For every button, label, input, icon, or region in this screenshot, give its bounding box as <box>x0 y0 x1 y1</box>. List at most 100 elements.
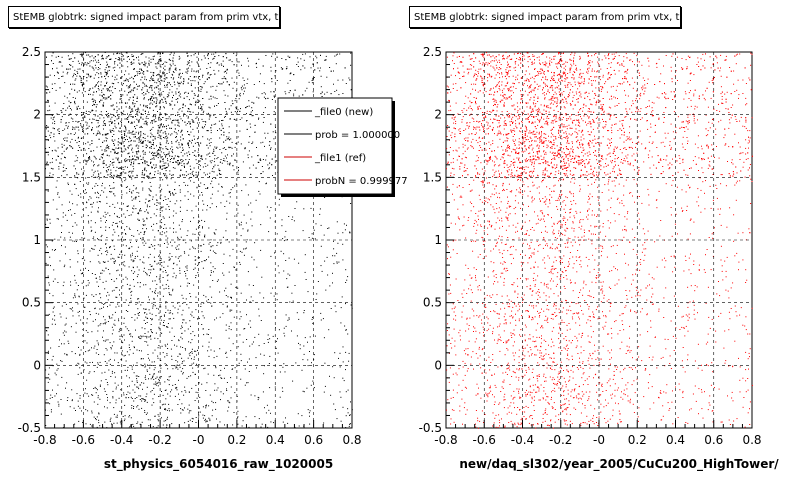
data-point <box>311 362 312 364</box>
data-point <box>119 329 121 331</box>
data-point <box>102 182 103 184</box>
data-point <box>124 137 125 139</box>
data-point <box>71 214 73 216</box>
data-point <box>171 423 173 425</box>
data-point <box>131 407 133 409</box>
data-point <box>250 394 252 396</box>
data-point <box>199 245 201 247</box>
data-point <box>162 160 164 162</box>
data-point <box>104 323 106 325</box>
data-point <box>49 222 51 224</box>
data-point <box>186 123 188 124</box>
data-point <box>82 85 83 87</box>
data-point <box>150 102 152 104</box>
data-point <box>185 349 186 351</box>
data-point <box>116 74 118 76</box>
data-point <box>125 158 127 160</box>
data-point <box>189 76 191 77</box>
data-point <box>185 273 187 275</box>
data-point <box>129 288 131 290</box>
data-point <box>172 313 174 315</box>
data-point <box>124 180 126 182</box>
data-point <box>187 55 189 57</box>
data-point <box>269 387 271 389</box>
data-point <box>52 119 54 121</box>
data-point <box>175 275 177 277</box>
data-point <box>154 290 156 292</box>
data-point <box>136 397 138 398</box>
data-point <box>95 183 97 185</box>
data-point <box>108 155 110 157</box>
data-point <box>167 323 169 324</box>
data-point <box>323 391 325 393</box>
data-point <box>218 55 220 57</box>
data-point <box>128 347 130 348</box>
data-point <box>128 330 130 332</box>
data-point <box>183 360 185 362</box>
data-point <box>101 154 103 155</box>
data-point <box>118 168 120 169</box>
data-point <box>100 226 102 228</box>
data-point <box>315 299 317 300</box>
data-point <box>120 251 122 253</box>
data-point <box>200 155 202 157</box>
data-point <box>97 59 99 61</box>
data-point <box>154 63 156 65</box>
data-point <box>72 307 73 309</box>
data-point <box>174 203 176 205</box>
data-point <box>248 65 250 67</box>
data-point <box>200 90 202 92</box>
data-point <box>207 73 209 75</box>
data-point <box>89 118 91 120</box>
data-point <box>105 379 107 380</box>
data-point <box>160 123 162 125</box>
data-point <box>172 193 174 195</box>
data-point <box>129 137 131 139</box>
data-point <box>100 297 102 299</box>
data-point <box>88 222 90 224</box>
data-point <box>143 231 145 233</box>
data-point <box>262 159 264 160</box>
data-point <box>130 122 132 124</box>
data-point <box>291 219 293 220</box>
data-point <box>157 382 159 384</box>
data-point <box>162 352 164 354</box>
data-point <box>209 394 211 396</box>
data-point <box>120 296 122 298</box>
data-point <box>62 71 64 73</box>
data-point <box>350 64 352 66</box>
data-point <box>241 64 242 66</box>
data-point <box>78 363 80 365</box>
data-point <box>66 73 68 75</box>
data-point <box>138 138 140 140</box>
data-point <box>166 241 168 243</box>
data-point <box>149 288 151 290</box>
data-point <box>348 352 350 354</box>
data-point <box>171 327 173 329</box>
data-point <box>223 77 225 79</box>
data-point <box>164 315 165 317</box>
data-point <box>93 150 95 152</box>
data-point <box>182 150 184 151</box>
data-point <box>91 273 93 274</box>
data-point <box>101 234 103 236</box>
data-point <box>74 69 76 71</box>
data-point <box>82 422 84 423</box>
data-point <box>119 410 121 412</box>
data-point <box>96 366 98 368</box>
data-point <box>94 222 96 224</box>
data-point <box>208 417 210 419</box>
data-point <box>110 151 112 153</box>
data-point <box>232 103 234 105</box>
data-point <box>140 358 142 360</box>
data-point <box>223 253 225 255</box>
data-point <box>76 142 78 144</box>
data-point <box>167 149 169 150</box>
data-point <box>110 105 112 107</box>
data-point <box>75 97 76 99</box>
data-point <box>167 379 169 381</box>
data-point <box>265 93 266 95</box>
data-point <box>292 300 294 302</box>
data-point <box>140 395 142 397</box>
